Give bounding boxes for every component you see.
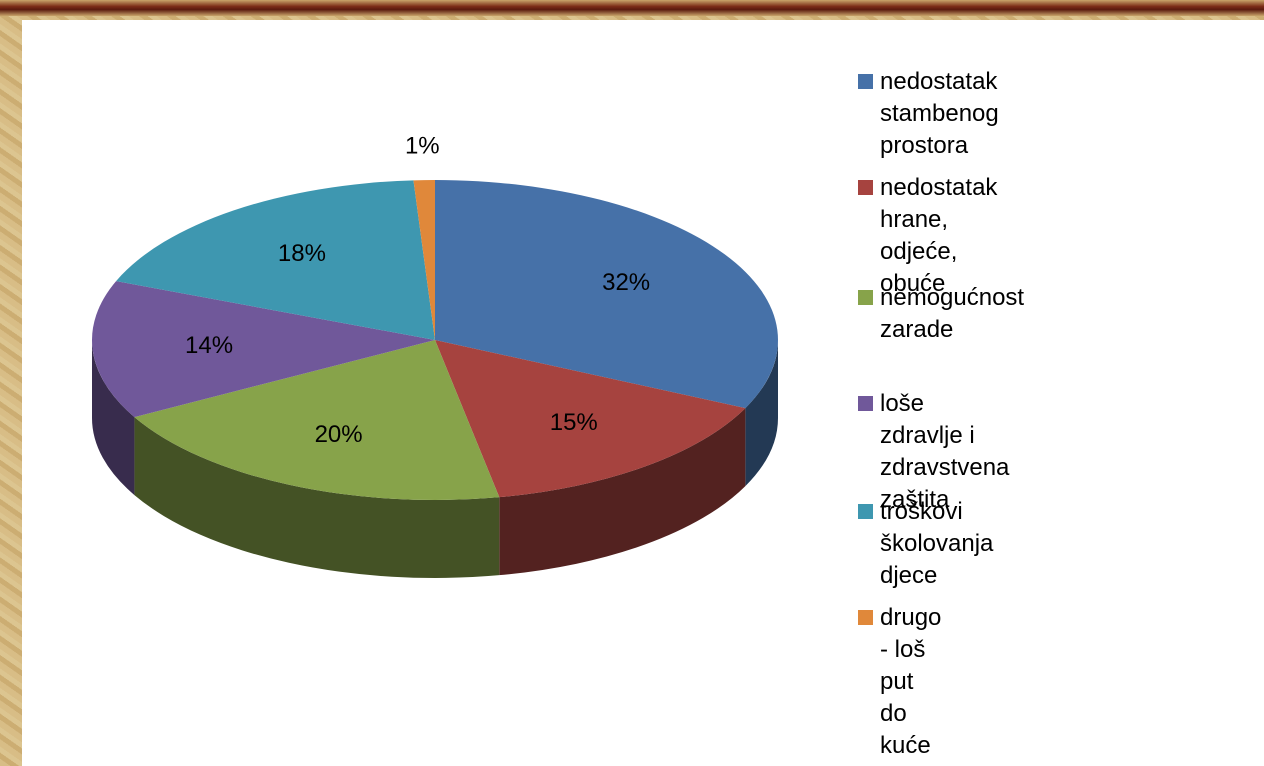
slice (435, 180, 778, 409)
legend-label: nemogućnost zarade (880, 284, 1025, 343)
legend-swatch (858, 74, 873, 89)
legend-swatch (858, 180, 873, 195)
legend-swatch (858, 396, 873, 411)
data-label: 20% (315, 421, 363, 448)
legend-label: loše zdravlje i zdravstvena zaštita (880, 390, 1010, 513)
legend-label: troškovi školovanja djece (880, 498, 994, 589)
legend-label: nedostatak stambenog prostora (880, 68, 999, 159)
data-label: 14% (185, 332, 233, 359)
slice (413, 180, 435, 340)
slice-side (499, 408, 746, 576)
legend-item: troškovi školovanja djece (858, 496, 993, 592)
legend-item: nedostatak hrane, odjeće, obuće (858, 172, 997, 300)
legend-item: drugo - loš put do kuće (858, 602, 941, 762)
slice-side (134, 417, 500, 578)
data-label: 1% (405, 133, 440, 160)
legend-item: nedostatak stambenog prostora (858, 66, 999, 162)
slice (435, 340, 746, 498)
pie-sides (92, 340, 778, 578)
legend-label: nedostatak hrane, odjeće, obuće (880, 174, 998, 297)
data-label: 15% (550, 409, 598, 436)
legend-swatch (858, 290, 873, 305)
legend-swatch (858, 504, 873, 519)
legend-label: drugo - loš put do kuće (880, 604, 942, 759)
slice-side (92, 340, 135, 496)
slice-side (745, 340, 778, 487)
data-label: 18% (278, 240, 326, 267)
legend-item: nemogućnost zarade (858, 282, 1024, 346)
top-border (0, 0, 1264, 16)
slice (134, 340, 500, 500)
slice (116, 180, 435, 340)
data-label: 32% (602, 269, 650, 296)
legend-item: loše zdravlje i zdravstvena zaštita (858, 388, 1009, 516)
slice (91, 281, 435, 418)
legend-swatch (858, 610, 873, 625)
